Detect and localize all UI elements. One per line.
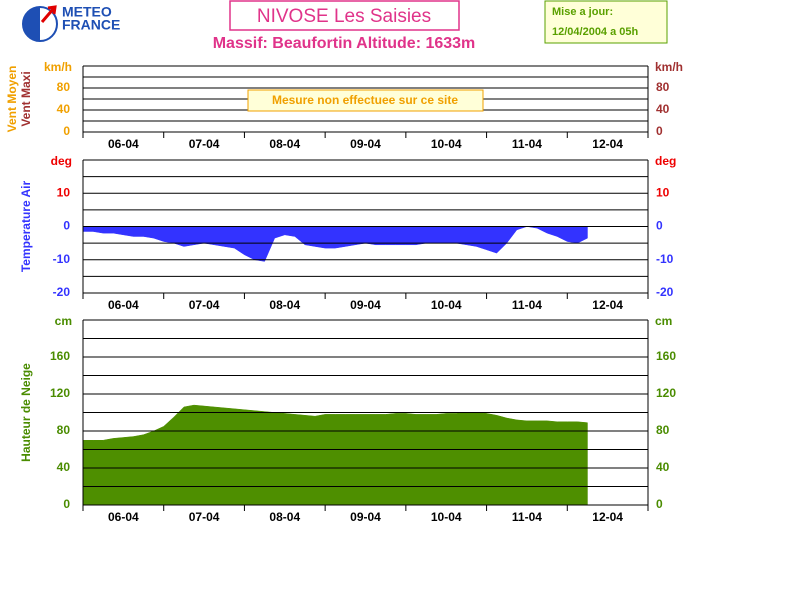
- x-tick-label: 11-04: [512, 298, 542, 312]
- x-tick-label: 12-04: [592, 137, 623, 151]
- x-tick-label: 07-04: [189, 137, 220, 151]
- y2-tick-label: 0: [656, 219, 663, 233]
- update-box: [544, 0, 668, 44]
- y-tick-label: 10: [57, 185, 71, 199]
- y2-tick-label: 80: [656, 80, 670, 94]
- x-tick-label: 11-04: [512, 137, 542, 151]
- x-tick-label: 10-04: [431, 510, 462, 524]
- logo-text: METEO: [62, 4, 112, 20]
- y2-unit: deg: [655, 154, 676, 168]
- y2-tick-label: 120: [656, 386, 676, 400]
- x-tick-label: 08-04: [269, 510, 300, 524]
- y2-tick-label: -10: [656, 252, 674, 266]
- y2-tick-label: 160: [656, 349, 676, 363]
- y-axis-label: Temperature Air: [19, 180, 33, 272]
- x-tick-label: 06-04: [108, 510, 139, 524]
- x-tick-label: 07-04: [189, 510, 220, 524]
- y-tick-label: 0: [63, 124, 70, 138]
- subtitle: Massif: Beaufortin Altitude: 1633m: [213, 35, 476, 52]
- update-date: 12/04/2004 a 05h: [552, 26, 639, 38]
- logo-text: FRANCE: [62, 17, 120, 33]
- y-unit: km/h: [44, 60, 72, 74]
- title-box: [229, 0, 460, 31]
- x-tick-label: 07-04: [189, 298, 220, 312]
- x-tick-label: 09-04: [350, 510, 381, 524]
- y-unit: cm: [55, 314, 72, 328]
- x-tick-label: 08-04: [269, 298, 300, 312]
- y-tick-label: 80: [57, 423, 71, 437]
- y-tick-label: 160: [50, 349, 70, 363]
- y-tick-label: -10: [53, 252, 71, 266]
- y-tick-label: 40: [57, 102, 71, 116]
- logo-half: [23, 7, 40, 41]
- y-tick-label: 40: [57, 460, 71, 474]
- area: [82, 404, 588, 506]
- y2-tick-label: 0: [656, 124, 663, 138]
- x-tick-label: 06-04: [108, 137, 139, 151]
- x-tick-label: 10-04: [431, 137, 462, 151]
- x-tick-label: 10-04: [431, 298, 462, 312]
- y2-tick-label: 80: [656, 423, 670, 437]
- logo: METEO FRANCE: [22, 4, 120, 42]
- x-tick-label: 09-04: [350, 298, 381, 312]
- annotation-box: [247, 89, 484, 112]
- y-axis-label: Vent Moyen: [5, 66, 19, 133]
- y-tick-label: 0: [63, 497, 70, 511]
- annotation: Mesure non effectuee sur ce site: [272, 93, 458, 107]
- y2-unit: km/h: [655, 60, 683, 74]
- update-label: Mise a jour:: [552, 6, 613, 18]
- x-tick-label: 08-04: [269, 137, 300, 151]
- title: NIVOSE Les Saisies: [257, 6, 431, 27]
- y-unit: deg: [51, 154, 72, 168]
- y-tick-label: 120: [50, 386, 70, 400]
- y-tick-label: 80: [57, 80, 71, 94]
- x-tick-label: 12-04: [592, 510, 623, 524]
- x-tick-label: 11-04: [512, 510, 542, 524]
- x-tick-label: 12-04: [592, 298, 623, 312]
- y2-tick-label: 10: [656, 185, 670, 199]
- x-tick-label: 06-04: [108, 298, 139, 312]
- y2-tick-label: 0: [656, 497, 663, 511]
- y-axis-label: Hauteur de Neige: [19, 363, 33, 462]
- y2-tick-label: -20: [656, 285, 674, 299]
- y2-tick-label: 40: [656, 102, 670, 116]
- y-tick-label: 0: [63, 219, 70, 233]
- y-tick-label: -20: [53, 285, 71, 299]
- y2-unit: cm: [655, 314, 672, 328]
- logo-arrow: [40, 5, 57, 23]
- area: [82, 226, 588, 262]
- x-tick-label: 09-04: [350, 137, 381, 151]
- y2-tick-label: 40: [656, 460, 670, 474]
- y-axis-label: Vent Maxi: [19, 71, 33, 126]
